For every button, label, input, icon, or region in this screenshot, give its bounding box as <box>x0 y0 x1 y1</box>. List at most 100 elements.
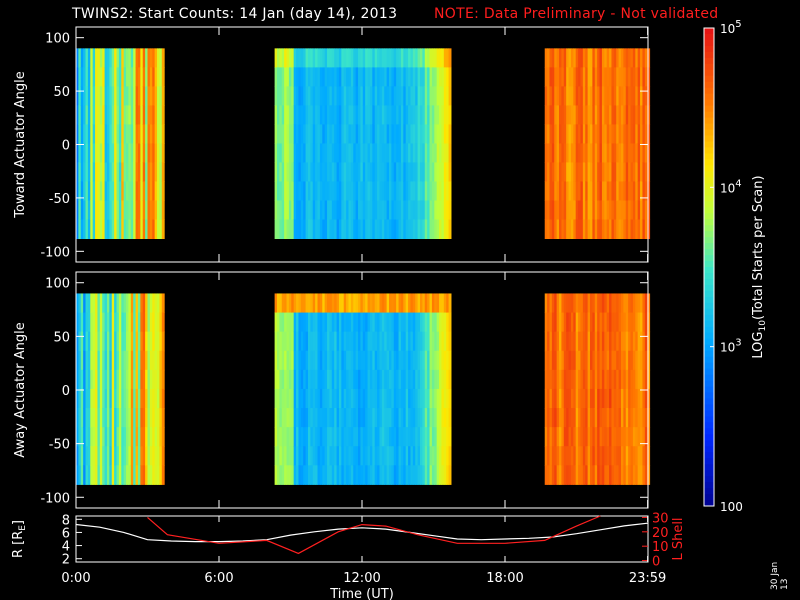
heatmap-column <box>145 293 148 485</box>
heatmap-cell <box>76 124 79 144</box>
heatmap-cell <box>412 124 416 144</box>
heatmap-cell <box>549 465 553 485</box>
heatmap-cell <box>644 105 648 125</box>
heatmap-cell <box>118 67 122 87</box>
heatmap-cell <box>642 219 646 239</box>
heatmap-cell <box>396 48 400 68</box>
heatmap-cell <box>111 388 115 409</box>
heatmap-cell <box>350 427 354 447</box>
heatmap-cell <box>293 200 297 220</box>
heatmap-cell <box>358 219 361 239</box>
heatmap-cell <box>327 124 330 144</box>
heatmap-cell <box>360 369 364 390</box>
heatmap-column <box>424 293 428 485</box>
heatmap-cell <box>310 369 314 390</box>
heatmap-cell <box>365 369 369 390</box>
heatmap-cell <box>291 388 295 409</box>
heatmap-cell <box>99 105 103 125</box>
colorbar-segment <box>704 458 714 465</box>
heatmap-cell <box>97 408 101 428</box>
heatmap-cell <box>348 369 352 390</box>
heatmap-cell <box>336 446 340 466</box>
heatmap-cell <box>121 427 125 447</box>
heatmap-cell <box>362 465 366 485</box>
heatmap-cell <box>618 181 622 201</box>
heatmap-cell <box>642 350 646 371</box>
heatmap-cell <box>133 331 137 352</box>
heatmap-cell <box>575 143 579 163</box>
heatmap-cell <box>365 350 369 371</box>
heatmap-cell <box>276 388 280 409</box>
heatmap-cell <box>135 124 139 144</box>
heatmap-cell <box>286 408 290 428</box>
colorbar-segment <box>704 440 714 447</box>
heatmap-cell <box>367 465 371 485</box>
heatmap-cell <box>594 124 598 144</box>
heatmap-cell <box>281 369 285 390</box>
heatmap-cell <box>443 369 447 390</box>
heatmap-column <box>377 48 380 239</box>
heatmap-cell <box>114 331 118 352</box>
heatmap-cell <box>305 446 309 466</box>
heatmap-column <box>403 293 407 485</box>
heatmap-cell <box>606 388 610 409</box>
heatmap-cell <box>599 219 603 239</box>
heatmap-cell <box>391 181 395 201</box>
heatmap-column <box>637 293 641 485</box>
heatmap-cell <box>293 446 297 466</box>
heatmap-cell <box>559 369 562 390</box>
heatmap-cell <box>111 105 115 125</box>
heatmap-cell <box>369 408 373 428</box>
heatmap-cell <box>312 350 316 371</box>
heatmap-cell <box>341 350 345 371</box>
heatmap-cell <box>159 446 163 466</box>
left-tick-label: 6 <box>62 526 70 541</box>
heatmap-cell <box>307 48 311 68</box>
heatmap-cell <box>80 331 84 352</box>
colorbar-segment <box>704 231 714 238</box>
heatmap-cell <box>123 408 127 428</box>
heatmap-column <box>365 293 369 485</box>
heatmap-cell <box>348 67 352 87</box>
heatmap-cell <box>561 350 565 371</box>
heatmap-cell <box>436 48 440 68</box>
heatmap-cell <box>616 446 620 466</box>
heatmap-cell <box>635 48 639 68</box>
heatmap-cell <box>365 465 369 485</box>
heatmap-cell <box>547 200 550 220</box>
heatmap-cell <box>408 143 411 163</box>
heatmap-cell <box>597 427 601 447</box>
heatmap-cell <box>575 219 579 239</box>
heatmap-cell <box>360 446 364 466</box>
heatmap-cell <box>436 350 440 371</box>
heatmap-cell <box>126 312 129 333</box>
heatmap-cell <box>443 427 447 447</box>
heatmap-cell <box>611 427 615 447</box>
heatmap-column <box>291 293 295 485</box>
heatmap-cell <box>448 86 452 106</box>
heatmap-cell <box>336 86 340 106</box>
colorbar-segment <box>704 69 714 77</box>
heatmap-cell <box>137 124 141 144</box>
heatmap-cell <box>597 143 601 163</box>
heatmap-cell <box>281 105 285 125</box>
heatmap-cell <box>415 293 419 314</box>
heatmap-cell <box>92 200 96 220</box>
heatmap-column <box>609 48 612 239</box>
heatmap-cell <box>350 312 354 333</box>
right-tick-label: 10 <box>652 540 669 555</box>
heatmap-cell <box>343 219 347 239</box>
heatmap-cell <box>613 67 617 87</box>
heatmap-cell <box>628 465 632 485</box>
heatmap-cell <box>609 124 612 144</box>
heatmap-cell <box>90 67 94 87</box>
heatmap-cell <box>391 312 395 333</box>
heatmap-cell <box>642 86 646 106</box>
heatmap-cell <box>556 48 560 68</box>
heatmap-cell <box>419 181 423 201</box>
heatmap-cell <box>343 465 347 485</box>
heatmap-cell <box>296 427 299 447</box>
heatmap-column <box>118 293 122 485</box>
heatmap-cell <box>355 408 359 428</box>
heatmap-column <box>312 48 316 239</box>
